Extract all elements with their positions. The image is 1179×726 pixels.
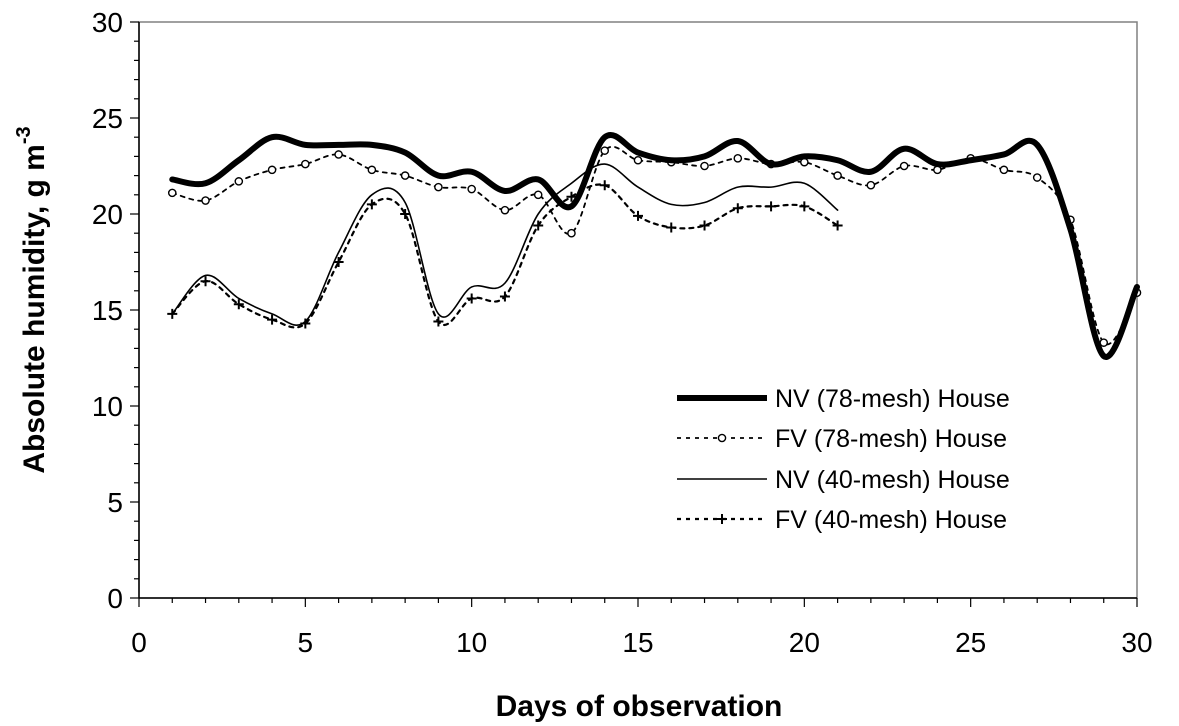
y-tick-label: 20 xyxy=(92,199,123,230)
data-point xyxy=(400,171,410,180)
series-layer xyxy=(167,132,1142,360)
y-axis-title: Absolute humidity, g m xyxy=(18,144,51,473)
legend-label: NV (78-mesh) House xyxy=(775,385,1010,413)
data-point xyxy=(666,222,677,233)
series-line xyxy=(171,163,839,326)
data-point xyxy=(500,205,510,215)
x-tick-label: 30 xyxy=(1121,627,1152,658)
series-1 xyxy=(169,132,1140,360)
y-tick-label: 15 xyxy=(92,295,123,326)
data-point xyxy=(732,203,743,214)
data-point xyxy=(633,210,643,221)
data-point xyxy=(832,220,843,231)
x-axis: 0 5 10 15 20 25 30 xyxy=(131,597,1153,658)
data-point xyxy=(233,299,244,310)
series-line xyxy=(171,145,1138,346)
y-tick-label: 25 xyxy=(92,103,123,134)
data-point xyxy=(899,161,909,171)
data-point xyxy=(433,316,444,327)
data-point xyxy=(400,209,411,219)
data-point xyxy=(733,154,743,163)
legend-marker xyxy=(717,433,727,443)
data-point xyxy=(533,190,543,200)
data-point xyxy=(334,150,343,159)
data-point xyxy=(1032,173,1042,182)
y-axis-title-group: Absolute humidity, g m-3 xyxy=(13,126,51,473)
data-point xyxy=(333,257,344,267)
data-point xyxy=(267,314,278,325)
y-tick-label: 5 xyxy=(107,487,123,518)
svg-text:Absolute humidity, g m-3: Absolute humidity, g m-3 xyxy=(13,126,51,473)
x-tick-label: 15 xyxy=(622,627,653,658)
series-2 xyxy=(167,145,1142,347)
x-tick-label: 10 xyxy=(456,627,487,658)
x-tick-label: 25 xyxy=(955,627,986,658)
x-axis-title: Days of observation xyxy=(496,690,783,723)
legend-label: FV (78-mesh) House xyxy=(775,425,1007,453)
series-line xyxy=(169,132,1140,360)
data-point xyxy=(566,191,577,202)
data-point xyxy=(533,220,544,231)
data-point xyxy=(201,196,210,205)
data-point xyxy=(1099,338,1109,347)
legend: NV (78-mesh) House FV (78-mesh) House NV (… xyxy=(677,385,1010,534)
data-point xyxy=(467,184,476,194)
data-point xyxy=(167,188,177,198)
data-point xyxy=(366,199,377,210)
legend-label: FV (40-mesh) House xyxy=(775,506,1007,534)
data-point xyxy=(434,182,443,192)
x-tick-label: 5 xyxy=(298,627,314,658)
y-axis-title-superscript: -3 xyxy=(13,126,35,144)
y-tick-label: 0 xyxy=(107,583,123,614)
data-point xyxy=(300,318,311,329)
data-point xyxy=(367,165,377,175)
data-point xyxy=(700,161,709,171)
data-point xyxy=(599,180,610,191)
y-axis: 0 5 10 15 20 25 30 xyxy=(92,7,140,614)
data-point xyxy=(301,159,310,169)
data-point xyxy=(466,293,477,304)
x-tick-label: 0 xyxy=(131,627,147,658)
series-4 xyxy=(167,180,843,329)
data-point xyxy=(499,291,510,302)
series-line xyxy=(171,183,839,329)
data-point xyxy=(167,308,178,319)
data-point xyxy=(200,276,211,287)
data-point xyxy=(833,171,842,180)
y-tick-label: 10 xyxy=(92,391,123,422)
data-point xyxy=(799,201,810,212)
x-tick-label: 20 xyxy=(789,627,820,658)
data-point xyxy=(866,180,876,190)
y-tick-label: 30 xyxy=(92,7,123,38)
data-point xyxy=(766,201,777,212)
data-point xyxy=(234,177,244,186)
legend-label: NV (40-mesh) House xyxy=(775,466,1010,494)
series-3 xyxy=(171,163,839,326)
data-point xyxy=(267,165,277,175)
data-point xyxy=(633,155,643,165)
legend-marker xyxy=(717,514,727,524)
data-point xyxy=(699,220,710,231)
data-point xyxy=(600,146,610,155)
data-point xyxy=(999,165,1009,175)
data-point xyxy=(567,228,576,238)
